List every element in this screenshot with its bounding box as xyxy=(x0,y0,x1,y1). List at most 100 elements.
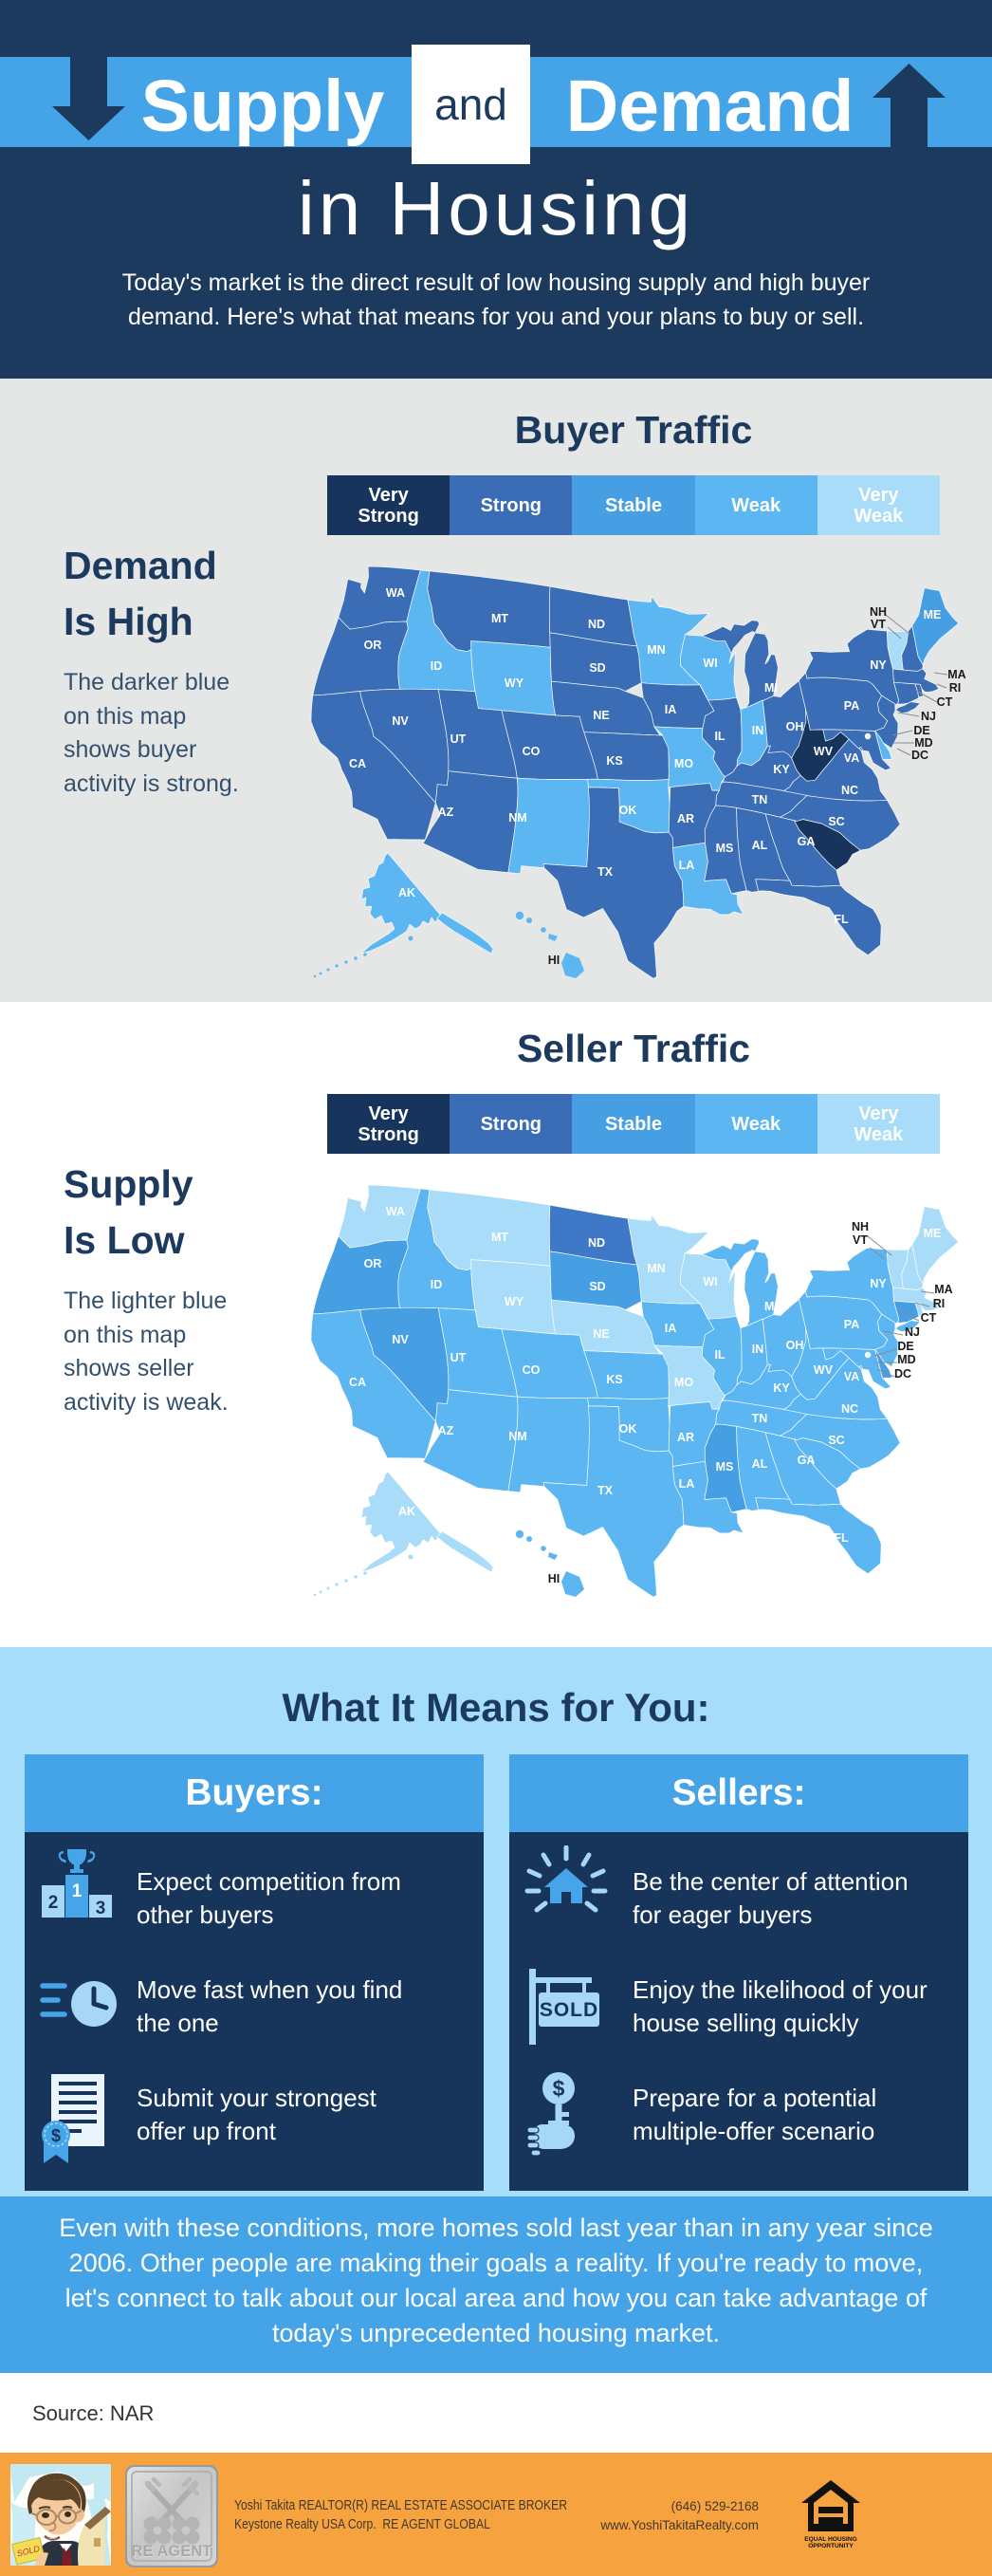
svg-text:SOLD: SOLD xyxy=(540,1999,598,2021)
svg-text:WV: WV xyxy=(814,745,834,758)
svg-text:FL: FL xyxy=(834,913,849,926)
svg-text:NC: NC xyxy=(841,784,858,797)
svg-text:PA: PA xyxy=(844,699,859,713)
svg-text:OK: OK xyxy=(619,1422,637,1436)
svg-text:MD: MD xyxy=(914,736,932,750)
svg-text:NY: NY xyxy=(870,658,887,672)
svg-text:VT: VT xyxy=(871,618,886,631)
svg-text:UT: UT xyxy=(450,1351,467,1364)
svg-text:OPPORTUNITY: OPPORTUNITY xyxy=(808,2543,854,2549)
svg-text:1: 1 xyxy=(72,1881,83,1901)
svg-text:HI: HI xyxy=(548,1572,560,1585)
svg-text:DC: DC xyxy=(911,749,928,762)
svg-text:VT: VT xyxy=(853,1233,868,1247)
svg-text:KS: KS xyxy=(606,754,622,768)
svg-text:OH: OH xyxy=(786,1339,804,1352)
svg-text:IN: IN xyxy=(752,1343,764,1356)
svg-text:2: 2 xyxy=(48,1893,59,1913)
svg-text:CA: CA xyxy=(349,757,366,770)
svg-text:3: 3 xyxy=(96,1899,106,1918)
svg-text:AR: AR xyxy=(677,812,694,825)
svg-text:DE: DE xyxy=(913,724,929,737)
svg-text:$: $ xyxy=(553,2076,565,2101)
svg-text:KY: KY xyxy=(773,763,790,776)
svg-text:IA: IA xyxy=(665,703,677,716)
svg-text:LA: LA xyxy=(679,1477,695,1491)
svg-text:IN: IN xyxy=(752,724,764,737)
svg-text:SD: SD xyxy=(589,1280,605,1293)
svg-text:WI: WI xyxy=(703,1275,717,1288)
svg-text:MT: MT xyxy=(491,1231,508,1244)
svg-text:NJ: NJ xyxy=(921,710,936,723)
svg-text:MN: MN xyxy=(647,1262,665,1275)
svg-text:CO: CO xyxy=(523,745,541,758)
svg-text:RI: RI xyxy=(949,681,962,695)
svg-text:KS: KS xyxy=(606,1373,622,1386)
svg-text:MT: MT xyxy=(491,612,508,625)
svg-text:HI: HI xyxy=(548,954,560,967)
svg-text:MA: MA xyxy=(934,1283,952,1296)
svg-text:TX: TX xyxy=(597,865,614,879)
svg-text:ME: ME xyxy=(924,1227,942,1240)
svg-text:NM: NM xyxy=(508,811,526,825)
svg-text:NC: NC xyxy=(841,1402,858,1416)
svg-text:ME: ME xyxy=(924,608,942,621)
svg-text:FL: FL xyxy=(834,1531,849,1545)
svg-text:MS: MS xyxy=(716,1460,734,1473)
svg-text:AL: AL xyxy=(752,1457,768,1471)
svg-text:WI: WI xyxy=(703,657,717,670)
svg-text:CA: CA xyxy=(349,1376,366,1389)
svg-text:GA: GA xyxy=(798,835,816,848)
svg-text:AK: AK xyxy=(398,886,415,899)
svg-text:IL: IL xyxy=(714,730,725,743)
svg-text:NE: NE xyxy=(593,1327,609,1341)
svg-text:IL: IL xyxy=(714,1348,725,1362)
svg-text:NE: NE xyxy=(593,709,609,722)
svg-text:DC: DC xyxy=(894,1367,911,1381)
svg-text:NJ: NJ xyxy=(905,1325,920,1339)
svg-text:OH: OH xyxy=(786,720,804,733)
svg-text:WY: WY xyxy=(505,1295,524,1308)
svg-text:MO: MO xyxy=(674,757,693,770)
svg-text:OR: OR xyxy=(364,1257,382,1270)
svg-text:CT: CT xyxy=(937,695,953,709)
svg-text:TN: TN xyxy=(752,1412,768,1425)
svg-text:AL: AL xyxy=(752,839,768,852)
svg-text:WY: WY xyxy=(505,676,524,690)
svg-text:SC: SC xyxy=(828,815,844,828)
svg-text:VA: VA xyxy=(844,751,859,765)
svg-text:MA: MA xyxy=(947,668,965,681)
svg-text:NV: NV xyxy=(392,714,409,728)
svg-text:NH: NH xyxy=(870,605,887,619)
svg-text:EQUAL HOUSING: EQUAL HOUSING xyxy=(804,2536,857,2543)
svg-text:NY: NY xyxy=(870,1277,887,1290)
svg-text:ID: ID xyxy=(431,659,443,673)
svg-text:MI: MI xyxy=(764,1300,778,1313)
svg-text:MN: MN xyxy=(647,643,665,657)
svg-text:AZ: AZ xyxy=(438,1424,454,1437)
svg-text:RE AGENT: RE AGENT xyxy=(132,2543,212,2560)
svg-text:IA: IA xyxy=(665,1322,677,1335)
svg-text:CO: CO xyxy=(523,1363,541,1377)
svg-text:$: $ xyxy=(51,2126,61,2145)
svg-text:MI: MI xyxy=(764,681,778,695)
svg-text:WV: WV xyxy=(814,1363,834,1377)
svg-text:MO: MO xyxy=(674,1376,693,1389)
svg-text:KY: KY xyxy=(773,1381,790,1395)
svg-text:ND: ND xyxy=(588,1236,605,1250)
svg-text:NV: NV xyxy=(392,1333,409,1346)
svg-text:AR: AR xyxy=(677,1431,694,1444)
svg-text:OK: OK xyxy=(619,804,637,817)
svg-text:CT: CT xyxy=(921,1311,937,1325)
svg-text:TX: TX xyxy=(597,1484,614,1497)
svg-text:UT: UT xyxy=(450,732,467,746)
svg-text:LA: LA xyxy=(679,859,695,872)
svg-text:VA: VA xyxy=(844,1370,859,1383)
svg-text:MD: MD xyxy=(897,1353,915,1366)
svg-text:NH: NH xyxy=(852,1220,869,1233)
svg-text:DE: DE xyxy=(897,1340,913,1353)
svg-text:ID: ID xyxy=(431,1278,443,1291)
svg-text:SC: SC xyxy=(828,1434,844,1447)
svg-text:WA: WA xyxy=(386,586,405,600)
svg-text:RE AGENT: RE AGENT xyxy=(132,2544,212,2561)
